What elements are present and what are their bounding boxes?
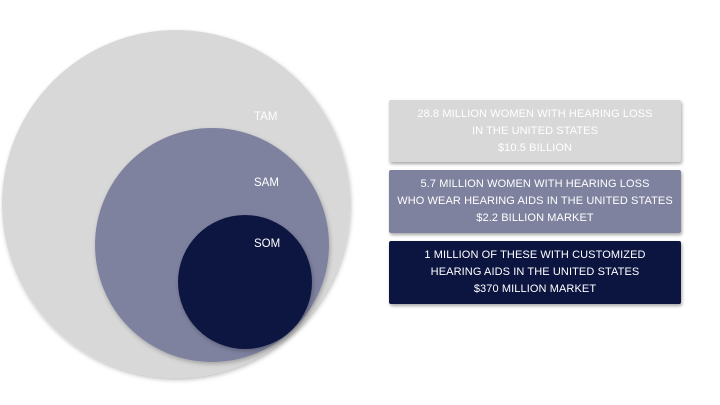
sam-box-line-1: 5.7 MILLION WOMEN WITH HEARING LOSS <box>420 178 650 190</box>
som-label: SOM <box>254 238 280 250</box>
tam-box-value: $10.5 BILLION <box>497 141 573 154</box>
som-box-line-2: HEARING AIDS IN THE UNITED STATES <box>430 266 640 278</box>
som-circle <box>178 215 312 349</box>
tam-description-box: 28.8 MILLION WOMEN WITH HEARING LOSS IN … <box>389 100 681 162</box>
sam-box-value: $2.2 BILLION MARKET <box>476 212 594 224</box>
sam-label: SAM <box>254 177 279 189</box>
tam-box-line-2: IN THE UNITED STATES <box>471 124 599 137</box>
tam-box-line-1: 28.8 MILLION WOMEN WITH HEARING LOSS <box>417 107 653 120</box>
som-description-box: 1 MILLION OF THESE WITH CUSTOMIZED HEARI… <box>389 241 681 304</box>
tam-label: TAM <box>254 111 277 123</box>
sam-box-line-2: WHO WEAR HEARING AIDS IN THE UNITED STAT… <box>397 195 673 207</box>
som-box-value: $370 MILLION MARKET <box>473 283 597 295</box>
sam-description-box: 5.7 MILLION WOMEN WITH HEARING LOSS WHO … <box>389 170 681 233</box>
som-box-line-1: 1 MILLION OF THESE WITH CUSTOMIZED <box>424 249 646 261</box>
